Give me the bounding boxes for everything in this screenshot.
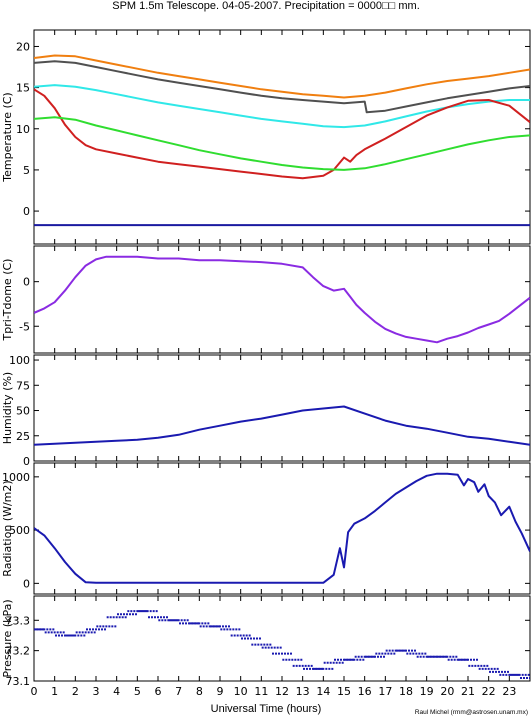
- series-line: [34, 88, 530, 180]
- y-axis-label: Pressure (kPa): [1, 599, 14, 677]
- x-tick-label: 18: [399, 685, 413, 698]
- x-tick-label: 13: [296, 685, 310, 698]
- x-tick-label: 21: [461, 685, 475, 698]
- x-tick-label: 20: [440, 685, 454, 698]
- x-tick-label: 2: [72, 685, 79, 698]
- y-tick-label: 15: [16, 82, 30, 95]
- x-tick-label: 8: [196, 685, 203, 698]
- series-group: [34, 255, 530, 344]
- y-tick-label: 20: [16, 40, 30, 53]
- x-tick-label: 9: [217, 685, 224, 698]
- x-tick-label: 3: [93, 685, 100, 698]
- y-tick-label: 0: [23, 577, 30, 590]
- series-line: [34, 54, 530, 99]
- series-line: [34, 472, 530, 584]
- x-tick-label: 5: [134, 685, 141, 698]
- series-group: [34, 472, 530, 584]
- x-tick-label: 7: [175, 685, 182, 698]
- author-credit: Raul Michel (rmm@astrosen.unam.mx): [414, 709, 528, 716]
- y-tick-label: 0: [23, 205, 30, 218]
- series-group: [34, 54, 530, 227]
- x-tick-label: 22: [482, 685, 496, 698]
- x-tick-label: 0: [31, 685, 38, 698]
- x-tick-label: 12: [275, 685, 289, 698]
- panel-1: 0 5 10 15 20 Temperature (C): [1, 29, 531, 245]
- series-line: [34, 405, 530, 446]
- y-tick-label: 0: [23, 276, 30, 289]
- series-group: [34, 405, 530, 446]
- x-tick-label: 11: [254, 685, 268, 698]
- y-tick-label: 75: [16, 379, 30, 392]
- y-tick-label: -5: [19, 320, 30, 333]
- x-tick-label: 6: [155, 685, 162, 698]
- y-tick-label: 1000: [2, 471, 30, 484]
- series-line: [34, 255, 530, 344]
- x-tick-labels: 0 1 2 3 4 5 6 7 8 9 10 11 12 13 14 15 16 17 18 19 20 21 22 23: [31, 685, 517, 698]
- y-tick-label: 5: [23, 164, 30, 177]
- y-axis-label: Radiation (W/m2): [1, 480, 14, 576]
- panel-frame: [33, 354, 531, 462]
- panel-frame: [33, 462, 531, 595]
- y-tick-label: 0: [23, 455, 30, 468]
- y-tick-label: 50: [16, 405, 30, 418]
- y-tick-label: 73.1: [6, 675, 31, 688]
- panel-2: -5 0 Tpri-Tdome (C): [1, 245, 531, 354]
- y-axis-label: Tpri-Tdome (C): [1, 259, 14, 342]
- x-tick-label: 17: [378, 685, 392, 698]
- x-tick-label: 15: [337, 685, 351, 698]
- x-tick-label: 10: [234, 685, 248, 698]
- panel-3: 0 25 50 75 100 Humidity (%): [1, 354, 531, 468]
- x-tick-label: 19: [420, 685, 434, 698]
- series-group: [34, 610, 530, 679]
- y-tick-label: 100: [9, 354, 30, 367]
- y-tick-label: 500: [9, 524, 30, 537]
- y-tick-label: 10: [16, 123, 30, 136]
- x-tick-label: 23: [502, 685, 516, 698]
- y-tick-label: 25: [16, 430, 30, 443]
- x-tick-label: 14: [316, 685, 330, 698]
- chart-title: SPM 1.5m Telescope. 04-05-2007. Precipit…: [112, 0, 420, 12]
- x-tick-label: 4: [113, 685, 120, 698]
- x-axis-label: Universal Time (hours): [210, 703, 322, 715]
- panel-frame: [33, 595, 531, 682]
- y-tick-label: 73.3: [6, 614, 31, 627]
- series-line: [34, 60, 530, 114]
- x-tick-label: 16: [358, 685, 372, 698]
- x-tick-label: 1: [51, 685, 58, 698]
- series-line: [34, 116, 530, 171]
- y-axis-label: Humidity (%): [1, 372, 14, 444]
- y-tick-label: 73.2: [6, 645, 31, 658]
- y-axis-label: Temperature (C): [1, 92, 14, 182]
